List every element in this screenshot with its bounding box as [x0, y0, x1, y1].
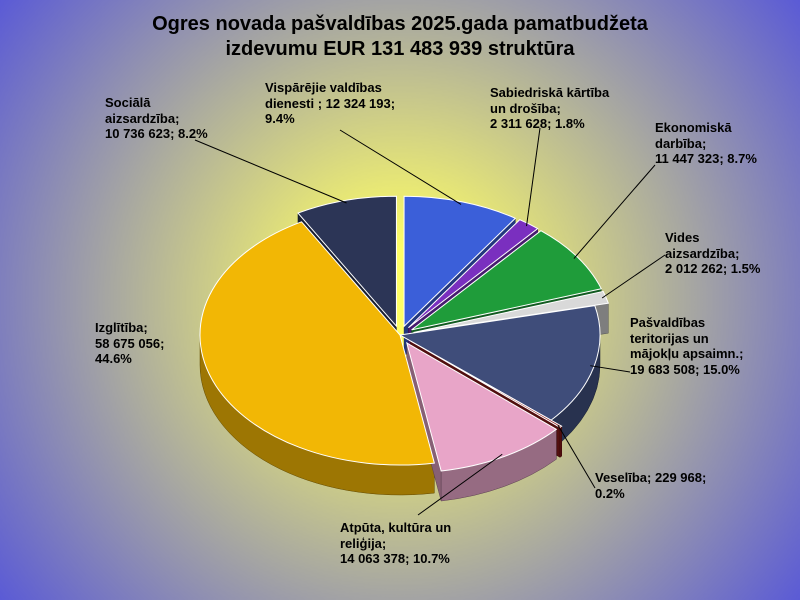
- slice-label: Vides aizsardzība; 2 012 262; 1.5%: [665, 230, 760, 277]
- chart-title: Ogres novada pašvaldības 2025.gada pamat…: [0, 12, 800, 62]
- slice-label: Sociālā aizsardzība; 10 736 623; 8.2%: [105, 95, 208, 142]
- title-line-1: Ogres novada pašvaldības 2025.gada pamat…: [152, 13, 648, 35]
- slice-label: Pašvaldības teritorijas un mājokļu apsai…: [630, 315, 743, 377]
- title-line-2: izdevumu EUR 131 483 939 struktūra: [225, 38, 574, 60]
- slice-label: Vispārējie valdības dienesti ; 12 324 19…: [265, 80, 395, 127]
- chart-container: Ogres novada pašvaldības 2025.gada pamat…: [0, 0, 800, 600]
- pie-chart: [0, 0, 800, 600]
- slice-label: Atpūta, kultūra un reliģija; 14 063 378;…: [340, 520, 451, 567]
- slice-label: Ekonomiskā darbība; 11 447 323; 8.7%: [655, 120, 757, 167]
- slice-label: Veselība; 229 968; 0.2%: [595, 470, 706, 501]
- slice-label: Sabiedriskā kārtība un drošība; 2 311 62…: [490, 85, 609, 132]
- slice-label: Izglītība; 58 675 056; 44.6%: [95, 320, 164, 367]
